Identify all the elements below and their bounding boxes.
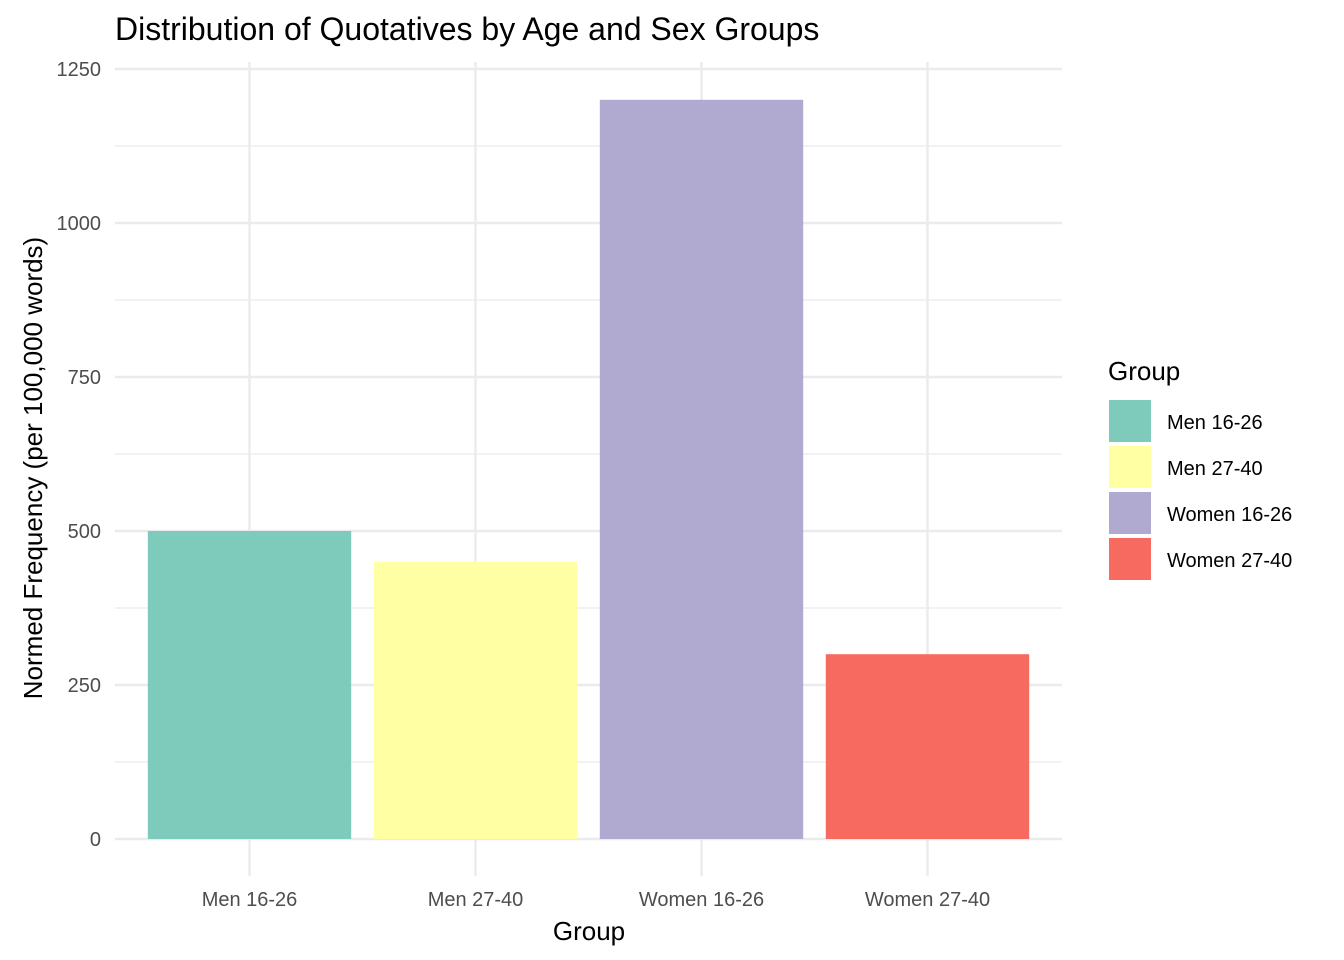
- chart-title: Distribution of Quotatives by Age and Se…: [115, 11, 819, 47]
- legend-label: Men 27-40: [1167, 458, 1263, 480]
- legend-label: Women 16-26: [1167, 504, 1292, 526]
- x-axis-ticks: Men 16-26 Men 27-40 Women 16-26 Women 27-40: [202, 889, 990, 911]
- legend-items: Men 16-26 Men 27-40 Women 16-26 Women 27-40: [1109, 400, 1292, 580]
- bar: [825, 654, 1030, 839]
- x-tick-label: Women 16-26: [639, 889, 764, 911]
- x-tick-label: Women 27-40: [865, 889, 990, 911]
- legend-label: Men 16-26: [1167, 412, 1263, 434]
- legend: Group Men 16-26 Men 27-40 Women 16-26 Women…: [1108, 356, 1292, 580]
- legend-title: Group: [1108, 356, 1180, 386]
- x-tick-label: Men 27-40: [428, 889, 524, 911]
- y-tick-label: 1250: [57, 59, 102, 81]
- legend-swatch: [1109, 492, 1151, 534]
- bars: [147, 99, 1030, 840]
- y-tick-label: 0: [90, 829, 101, 851]
- bar: [147, 531, 352, 839]
- y-axis-title: Normed Frequency (per 100,000 words): [18, 237, 48, 699]
- bar: [373, 561, 578, 839]
- x-tick-label: Men 16-26: [202, 889, 298, 911]
- x-axis-title: Group: [553, 916, 625, 946]
- y-tick-label: 750: [68, 367, 101, 389]
- bar: [599, 99, 804, 840]
- legend-swatch: [1109, 446, 1151, 488]
- y-tick-label: 500: [68, 521, 101, 543]
- legend-swatch: [1109, 538, 1151, 580]
- y-tick-label: 1000: [57, 213, 102, 235]
- legend-swatch: [1109, 400, 1151, 442]
- y-tick-label: 250: [68, 675, 101, 697]
- legend-label: Women 27-40: [1167, 550, 1292, 572]
- y-axis-ticks: 0 250 500 750 1000 1250: [57, 59, 102, 851]
